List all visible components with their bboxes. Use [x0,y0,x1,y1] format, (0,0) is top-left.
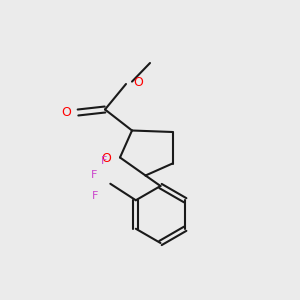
Text: O: O [133,76,143,89]
Text: F: F [91,170,97,180]
Text: O: O [61,106,71,119]
Text: F: F [101,156,107,166]
Text: O: O [102,152,111,166]
Text: F: F [92,191,98,201]
